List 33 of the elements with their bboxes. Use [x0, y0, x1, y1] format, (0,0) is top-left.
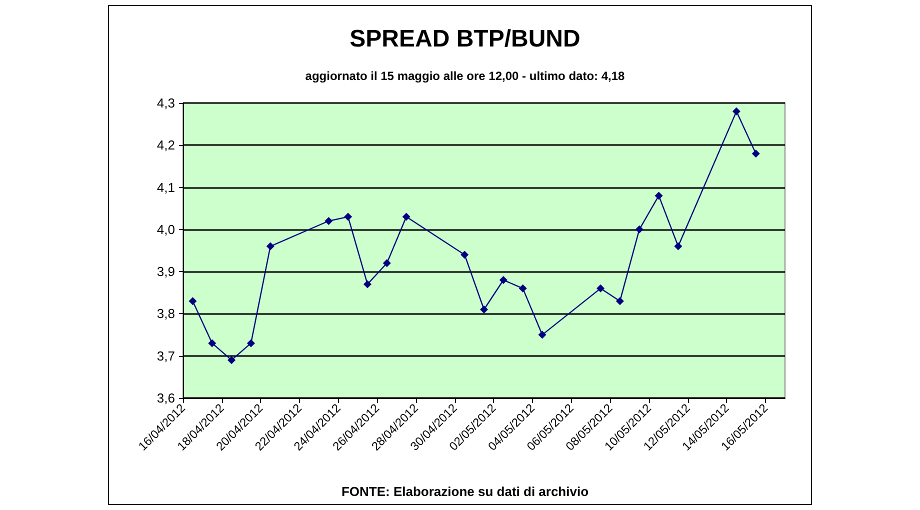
y-tick-label: 3,9	[156, 264, 175, 280]
y-tick-label: 4,2	[156, 138, 175, 153]
point	[752, 150, 760, 158]
point	[596, 284, 605, 292]
point	[228, 356, 236, 364]
point	[363, 280, 372, 288]
point	[344, 212, 352, 221]
source-note: FONTE: Elaborazione su dati di archivio	[341, 484, 589, 499]
chart-subtitle: aggiornato il 15 maggio alle ore 12,00 - ultimo dato: 4,18	[305, 69, 626, 83]
point	[324, 217, 333, 225]
point	[188, 297, 197, 306]
y-tick-label: 4,1	[156, 180, 175, 195]
point	[616, 297, 624, 306]
y-tick-label: 3,8	[156, 306, 175, 322]
point	[732, 107, 740, 116]
point	[518, 284, 527, 292]
point	[382, 259, 391, 268]
point	[538, 330, 546, 339]
y-tick-label: 4,3	[156, 96, 175, 110]
point	[460, 250, 469, 259]
point	[654, 192, 663, 200]
point	[402, 212, 410, 221]
point	[635, 225, 644, 234]
point	[499, 276, 508, 284]
point	[246, 339, 255, 348]
point	[674, 242, 682, 250]
point	[208, 339, 216, 348]
y-tick-label: 4,0	[156, 222, 175, 237]
point	[266, 242, 274, 250]
point	[480, 306, 488, 314]
chart-title: SPREAD BTP/BUND	[350, 26, 580, 52]
y-tick-label: 3,7	[156, 348, 175, 364]
y-tick-label: 3,6	[156, 390, 175, 406]
